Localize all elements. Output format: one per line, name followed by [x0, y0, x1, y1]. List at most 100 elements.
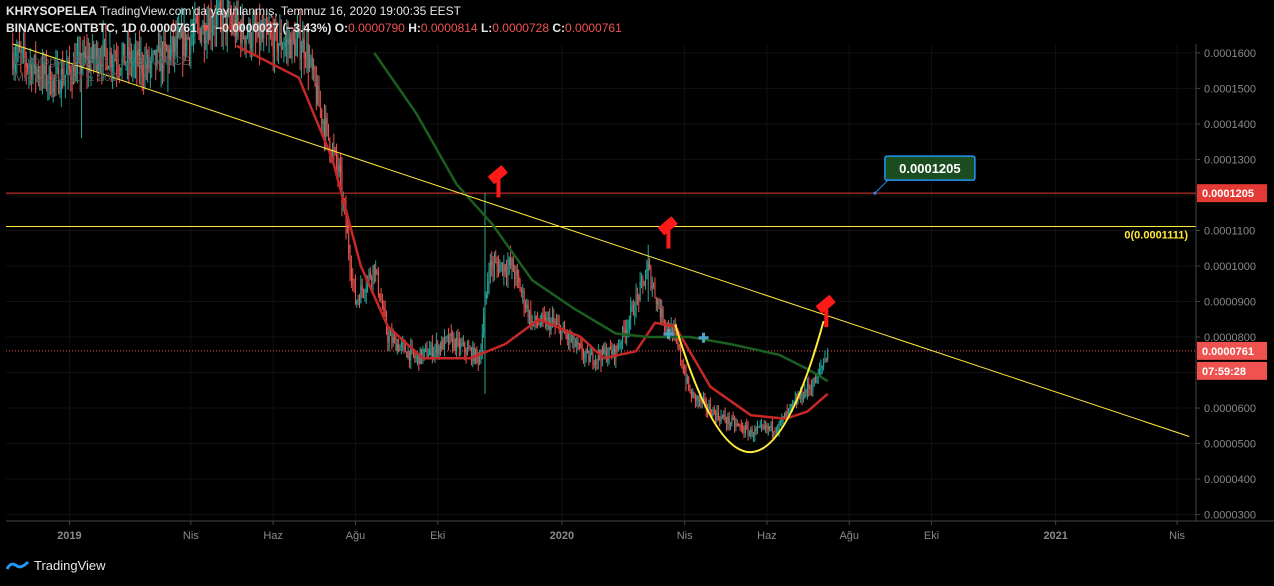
legend-indicator[interactable]: MA Cross 50 & 200 [14, 70, 118, 84]
candle-body [450, 333, 452, 336]
candle-body [35, 55, 37, 74]
candle-body [452, 335, 454, 349]
candle-body [261, 31, 263, 39]
candle-body [439, 345, 441, 350]
candle-body [305, 58, 307, 60]
candle-body [514, 271, 516, 279]
x-tick-label: Ağu [839, 530, 859, 542]
candle-body [90, 59, 92, 70]
footer-brand[interactable]: TradingView [6, 558, 106, 573]
candle-body [561, 330, 563, 339]
candle-body [627, 328, 629, 330]
candle-body [282, 48, 284, 50]
candle-body [376, 269, 378, 272]
candle-body [66, 69, 68, 75]
candle-body [306, 43, 308, 60]
candle-body [274, 25, 276, 57]
candle-body [157, 46, 159, 49]
y-tick-label: 0.0001100 [1204, 225, 1255, 237]
candle-body [752, 435, 754, 437]
candle-body [457, 337, 459, 340]
x-tick-label: Eki [430, 530, 445, 542]
candle-body [692, 392, 694, 398]
candle-body [162, 48, 164, 69]
candle-body [421, 349, 423, 360]
moving-averages [236, 44, 829, 420]
symbol-name[interactable]: BINANCE:ONTBTC, 1D [6, 21, 137, 35]
candle-body [738, 424, 740, 426]
candle-body [56, 66, 58, 69]
candle-body [477, 354, 479, 363]
candle-body [775, 430, 777, 433]
legend-symbol[interactable]: Ontology / Bitcoin, 1D, BINANCE [14, 54, 191, 68]
candle-body [163, 41, 165, 69]
fib-line-label: 0(0.0001111) [1124, 230, 1188, 242]
candle-body [400, 343, 402, 346]
candle-body [338, 164, 340, 172]
candle-body [390, 333, 392, 336]
candle-body [538, 323, 540, 325]
candle-body [141, 57, 143, 75]
open-value: 0.0000790 [348, 21, 405, 35]
candle-body [415, 356, 417, 358]
candle-body [539, 323, 541, 325]
candle-body [636, 294, 638, 296]
candle-body [522, 290, 524, 293]
hammer-icon [488, 165, 508, 198]
candle-body [472, 347, 474, 361]
candle-body [410, 347, 412, 361]
candle-body [19, 46, 21, 52]
candle-body [431, 344, 433, 357]
candle-body [746, 425, 748, 428]
candle-body [700, 397, 702, 403]
candle-body [556, 323, 558, 325]
candle-body [703, 398, 705, 400]
horizontal-lines: 0(0.0001111) [6, 192, 1196, 352]
candle-body [379, 293, 381, 300]
candle-body [716, 411, 718, 420]
candle-body [170, 47, 172, 61]
candle-body [476, 349, 478, 355]
candle-body [151, 55, 153, 64]
x-tick-label: 2019 [57, 530, 81, 542]
candle-body [354, 283, 356, 304]
candle-body [175, 38, 177, 48]
candle-body [195, 18, 197, 23]
candle-body [742, 426, 744, 432]
candle-body [392, 337, 394, 343]
candle-body [727, 416, 729, 424]
candle-body [326, 117, 328, 124]
candle-body [789, 406, 791, 410]
candle-body [276, 27, 278, 52]
candle-body [609, 347, 611, 351]
candle-body [132, 62, 134, 67]
candle-body [643, 280, 645, 286]
chart-legend: Ontology / Bitcoin, 1D, BINANCE MA Cross… [14, 53, 190, 85]
candle-body [674, 328, 676, 332]
candle-body [403, 342, 405, 345]
candle-body [500, 262, 502, 266]
candle-body [236, 13, 238, 36]
candle-body [568, 334, 570, 340]
candle-body [238, 25, 240, 28]
candle-body [724, 414, 726, 421]
candle-body [553, 317, 555, 323]
candle-body [750, 429, 752, 433]
candle-body [554, 322, 556, 325]
candle-body [462, 342, 464, 345]
candle-body [263, 29, 265, 39]
candle-body [131, 51, 133, 67]
x-tick-label: Nis [1169, 530, 1185, 542]
y-tick-label: 0.0000300 [1204, 510, 1256, 522]
candle-body [806, 383, 808, 393]
candle-body [659, 307, 661, 318]
candle-body [597, 351, 599, 360]
candle-body [41, 62, 43, 81]
candle-body [264, 25, 266, 30]
candle-body [744, 425, 746, 433]
candle-body [387, 331, 389, 343]
candle-body [565, 333, 567, 336]
candle-body [732, 417, 734, 420]
candle-body [399, 345, 401, 351]
